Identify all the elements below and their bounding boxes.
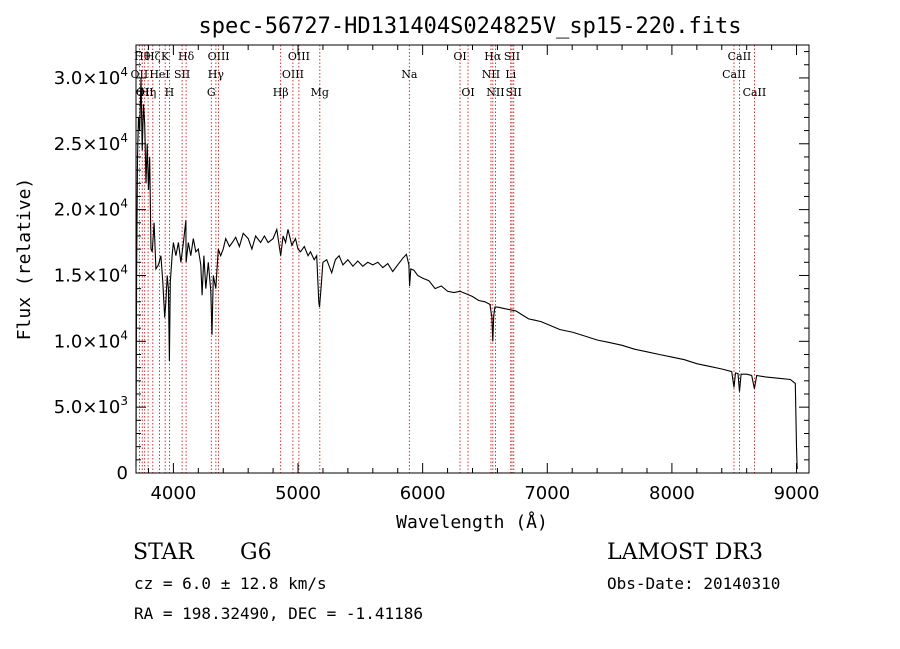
line-marker-label: OIII: [288, 50, 310, 63]
line-marker-label: G: [207, 86, 216, 99]
spectrum-line: [135, 77, 798, 470]
y-tick-label: 5.0×103: [54, 394, 128, 418]
line-marker-label: SII: [174, 68, 190, 81]
spectrum-series: [135, 77, 798, 470]
line-marker-label: Li: [505, 68, 516, 81]
line-marker-label: CaII: [743, 86, 767, 99]
line-marker-label: OI: [453, 50, 466, 63]
line-marker-label: OIII: [208, 50, 230, 63]
x-axis-label: Wavelength (Å): [396, 511, 548, 533]
plot-frame: [135, 44, 810, 474]
x-axis: 4000 5000 6000 7000 8000 9000: [147, 45, 820, 504]
line-marker-label: Hη: [140, 86, 156, 99]
line-marker-label: OII: [131, 68, 149, 81]
y-tick-label: 0: [117, 463, 128, 484]
line-marker-label: CaII: [722, 68, 746, 81]
x-tick-label: 5000: [275, 483, 321, 504]
line-marker-label: HeI: [149, 68, 169, 81]
line-marker-label: NII: [482, 68, 500, 81]
x-tick-label: 6000: [400, 483, 446, 504]
y-tick-label: 2.5×104: [54, 131, 128, 155]
line-marker-label: Na: [401, 68, 418, 81]
class-label: STAR: [133, 540, 194, 565]
line-marker-label: OI: [461, 86, 474, 99]
x-tick-label: 7000: [524, 483, 570, 504]
line-marker-label: K: [161, 50, 170, 63]
x-tick-label: 4000: [150, 483, 196, 504]
y-axis: 0 5.0×103 1.0×104 1.5×104 2.0×104 2.5×104 3.0×…: [54, 51, 809, 484]
y-tick-label: 1.0×104: [54, 328, 128, 352]
y-tick-label: 3.0×104: [54, 65, 128, 89]
y-tick-label: 2.0×104: [54, 197, 128, 221]
line-marker-label: H: [165, 86, 175, 99]
line-marker-label: SII: [504, 50, 520, 63]
line-marker-label: Mg: [311, 86, 329, 99]
y-tick-label: 1.5×104: [54, 262, 128, 286]
line-marker-label: OIII: [282, 68, 304, 81]
line-marker-label: Hδ: [178, 50, 195, 63]
line-marker-label: Hα: [484, 50, 502, 63]
survey-label: LAMOST DR3: [607, 540, 763, 565]
x-tick-label: 9000: [774, 483, 820, 504]
coordinates-info: RA = 198.32490, DEC = -1.41186: [134, 604, 423, 623]
obs-date-info: Obs-Date: 20140310: [607, 574, 781, 593]
y-axis-label: Flux (relative): [14, 178, 35, 341]
line-marker-label: Hζ: [145, 50, 161, 63]
line-marker-label: CaII: [728, 50, 752, 63]
line-marker-label: NII: [486, 86, 504, 99]
redshift-info: cz = 6.0 ± 12.8 km/s: [134, 574, 327, 593]
line-markers: OIIHθOIIHηHζHeIKHSIIHδGHγOIIIHβOIIIOIIIM…: [131, 45, 767, 473]
x-tick-label: 8000: [649, 483, 695, 504]
chart-title: spec-56727-HD131404S024825V_sp15-220.fit…: [198, 14, 741, 39]
line-marker-label: Hθ: [134, 50, 151, 63]
line-marker-label: Hβ: [273, 86, 289, 99]
subclass-label: G6: [240, 540, 272, 565]
line-marker-label: SII: [506, 86, 522, 99]
line-marker-label: Hγ: [208, 68, 225, 81]
